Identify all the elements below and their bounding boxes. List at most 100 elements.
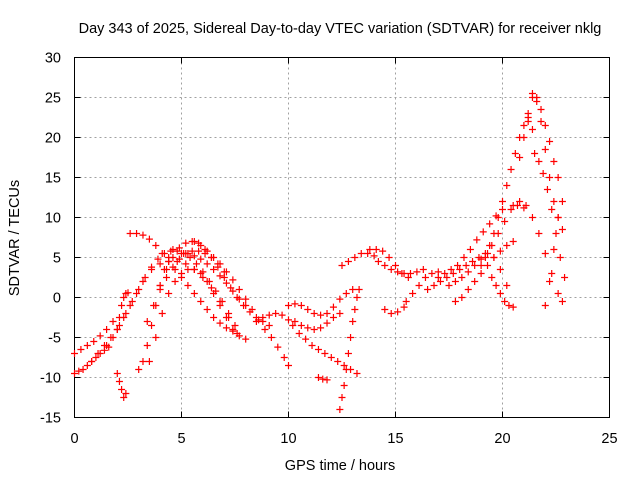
data-point bbox=[546, 278, 554, 285]
data-point bbox=[496, 266, 504, 273]
data-point bbox=[310, 326, 318, 333]
data-point bbox=[178, 270, 185, 277]
data-point bbox=[558, 198, 566, 205]
data-point bbox=[274, 343, 282, 351]
data-point bbox=[353, 370, 361, 377]
data-point bbox=[548, 270, 556, 277]
data-point bbox=[342, 290, 350, 297]
data-point bbox=[115, 378, 123, 385]
series-track-01 bbox=[71, 318, 117, 357]
data-point bbox=[248, 306, 256, 313]
data-point bbox=[222, 279, 230, 287]
data-point bbox=[133, 230, 141, 237]
x-tick-label: 10 bbox=[280, 431, 296, 447]
x-tick-label: 20 bbox=[494, 431, 510, 447]
data-point bbox=[471, 278, 479, 285]
data-point bbox=[344, 350, 352, 357]
data-point bbox=[278, 311, 286, 319]
data-point bbox=[469, 258, 477, 265]
data-point bbox=[338, 394, 346, 401]
series-track-28 bbox=[477, 118, 536, 269]
axis-ticks bbox=[74, 57, 610, 418]
series-track-20 bbox=[366, 246, 412, 281]
data-point bbox=[484, 250, 492, 257]
data-point bbox=[190, 266, 198, 273]
data-point bbox=[218, 298, 226, 305]
data-point bbox=[118, 302, 126, 309]
data-point bbox=[122, 310, 130, 317]
data-point bbox=[456, 266, 464, 273]
data-point bbox=[252, 318, 260, 325]
data-point bbox=[323, 310, 331, 317]
x-axis-label: GPS time / hours bbox=[285, 458, 395, 474]
data-point bbox=[175, 255, 183, 263]
data-point bbox=[509, 202, 517, 209]
data-point bbox=[190, 290, 198, 297]
data-point bbox=[145, 358, 153, 365]
series-track-22 bbox=[381, 303, 408, 317]
data-point bbox=[558, 226, 566, 233]
data-point bbox=[381, 262, 389, 269]
data-point bbox=[169, 263, 177, 271]
data-point bbox=[329, 314, 337, 321]
series-track-34 bbox=[541, 198, 566, 309]
data-point bbox=[430, 282, 438, 289]
data-point bbox=[109, 318, 117, 325]
data-point bbox=[458, 294, 466, 301]
data-point bbox=[216, 302, 224, 309]
data-point bbox=[207, 284, 215, 292]
data-point bbox=[421, 274, 429, 281]
data-point bbox=[385, 254, 393, 261]
data-point bbox=[347, 334, 355, 341]
data-point bbox=[317, 324, 325, 332]
data-point bbox=[235, 332, 243, 340]
data-point bbox=[499, 198, 506, 205]
data-point bbox=[210, 266, 218, 273]
data-point bbox=[126, 230, 134, 237]
data-point bbox=[126, 302, 134, 309]
data-point bbox=[428, 270, 436, 277]
data-point bbox=[524, 114, 532, 121]
data-point bbox=[447, 266, 455, 273]
data-point bbox=[533, 94, 541, 101]
data-point bbox=[229, 276, 237, 284]
data-point bbox=[158, 250, 166, 257]
data-point bbox=[75, 367, 83, 375]
data-point bbox=[323, 319, 331, 327]
data-point bbox=[184, 266, 192, 273]
y-axis-label: SDTVAR / TECUs bbox=[7, 180, 23, 296]
data-point bbox=[154, 255, 162, 263]
data-point bbox=[505, 302, 513, 309]
data-point bbox=[150, 302, 158, 309]
data-point bbox=[464, 286, 472, 293]
series-track-06 bbox=[113, 289, 132, 333]
data-point bbox=[342, 366, 350, 373]
series-track-23 bbox=[402, 268, 442, 305]
data-point bbox=[336, 295, 344, 303]
data-point bbox=[203, 260, 211, 268]
data-point bbox=[214, 260, 222, 268]
data-point bbox=[484, 262, 492, 269]
series-track-15 bbox=[285, 286, 357, 319]
data-point bbox=[451, 298, 459, 305]
data-point bbox=[323, 376, 331, 384]
data-point bbox=[133, 290, 141, 297]
data-point bbox=[516, 154, 524, 161]
data-point bbox=[171, 278, 179, 285]
data-point bbox=[366, 246, 374, 253]
data-point bbox=[334, 358, 342, 365]
data-point bbox=[188, 247, 196, 255]
data-point bbox=[507, 166, 515, 173]
data-point bbox=[458, 274, 466, 281]
data-point bbox=[94, 350, 102, 357]
data-point bbox=[302, 335, 310, 343]
data-point bbox=[460, 254, 468, 261]
series-track-26 bbox=[445, 250, 511, 289]
data-point bbox=[242, 295, 250, 303]
data-point bbox=[509, 303, 517, 311]
data-point bbox=[406, 270, 414, 277]
data-point bbox=[163, 266, 171, 273]
data-point bbox=[148, 263, 156, 271]
data-point bbox=[210, 290, 218, 297]
data-point bbox=[528, 126, 536, 133]
